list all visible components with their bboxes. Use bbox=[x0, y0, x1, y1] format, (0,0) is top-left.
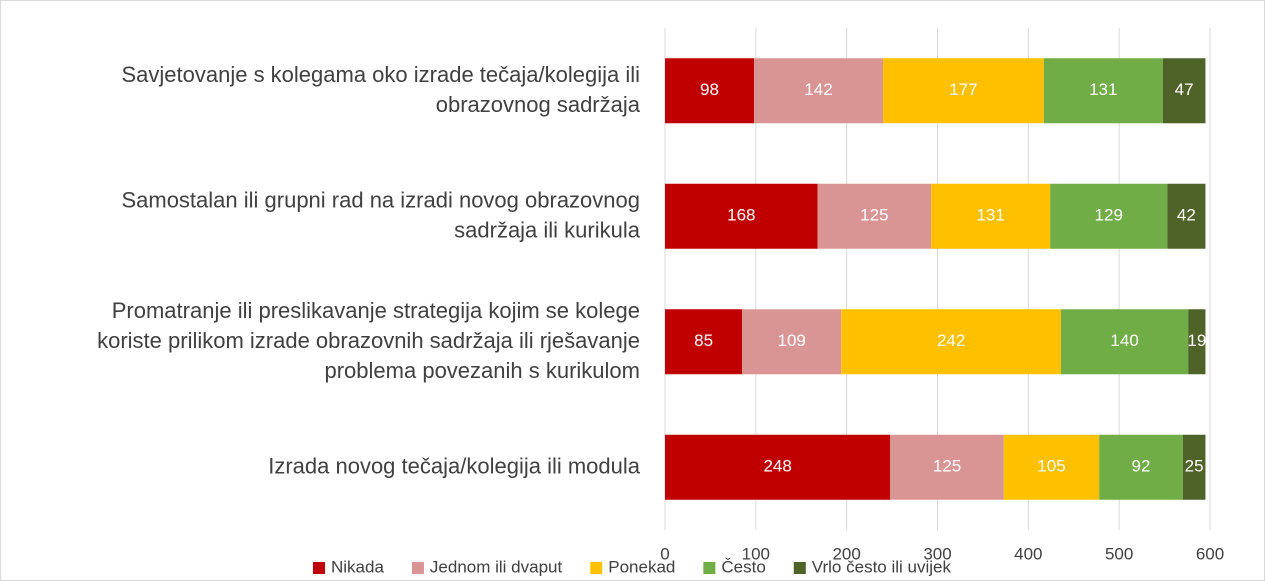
data-label: 140 bbox=[1110, 331, 1138, 350]
data-label: 47 bbox=[1175, 80, 1194, 99]
legend-swatch bbox=[703, 562, 716, 574]
bar-segment bbox=[665, 58, 755, 124]
legend-swatch bbox=[411, 562, 424, 574]
bar-segment bbox=[1003, 434, 1100, 500]
bar-segment bbox=[1182, 434, 1206, 500]
data-label: 142 bbox=[804, 80, 832, 99]
bar-segment bbox=[1050, 183, 1168, 249]
bar-segment bbox=[931, 183, 1051, 249]
x-tick-label: 100 bbox=[742, 544, 770, 563]
data-label: 125 bbox=[860, 206, 888, 225]
bar-segment bbox=[1188, 309, 1206, 375]
legend-swatch bbox=[590, 562, 603, 574]
bar-segment bbox=[883, 58, 1044, 124]
bar-segment bbox=[1162, 58, 1206, 124]
category-label: Samostalan ili grupni rad na izradi novo… bbox=[121, 187, 640, 242]
legend-label: Nikada bbox=[331, 557, 384, 576]
bar-segment bbox=[754, 58, 883, 124]
x-tick-label: 0 bbox=[660, 544, 669, 563]
x-tick-label: 300 bbox=[923, 544, 951, 563]
bar-segment bbox=[890, 434, 1004, 500]
bar-segment bbox=[1061, 309, 1189, 375]
bar-segment bbox=[1167, 183, 1206, 249]
bar-segment bbox=[1043, 58, 1163, 124]
data-label: 125 bbox=[933, 457, 961, 476]
category-label: Izrada novog tečaja/kolegija ili modula bbox=[268, 453, 641, 478]
data-label: 92 bbox=[1132, 457, 1151, 476]
data-label: 19 bbox=[1187, 331, 1206, 350]
data-label: 42 bbox=[1177, 206, 1196, 225]
x-tick-label: 200 bbox=[832, 544, 860, 563]
data-label: 105 bbox=[1037, 457, 1065, 476]
bar-segment bbox=[1099, 434, 1183, 500]
legend-label: Jednom ili dvaput bbox=[430, 557, 563, 576]
data-label: 131 bbox=[976, 206, 1004, 225]
bar-segment bbox=[665, 434, 891, 500]
x-tick-label: 400 bbox=[1014, 544, 1042, 563]
legend-label: Često bbox=[721, 557, 765, 576]
data-label: 98 bbox=[700, 80, 719, 99]
bar-segment bbox=[841, 309, 1062, 375]
bar-segment bbox=[665, 309, 743, 375]
data-label: 248 bbox=[763, 457, 791, 476]
data-label: 242 bbox=[937, 331, 965, 350]
legend-label: Ponekad bbox=[608, 557, 675, 576]
data-label: 177 bbox=[949, 80, 977, 99]
bar-segment bbox=[665, 183, 818, 249]
legend: Nikada Jednom ili dvaput Ponekad Često Vrlo … bbox=[313, 557, 951, 576]
x-tick-label: 500 bbox=[1105, 544, 1133, 563]
bar-segment bbox=[742, 309, 842, 375]
data-label: 85 bbox=[694, 331, 713, 350]
x-tick-label: 600 bbox=[1196, 544, 1224, 563]
data-label: 131 bbox=[1089, 80, 1117, 99]
bar-segment bbox=[817, 183, 932, 249]
category-label: Promatranje ili preslikavanje strategija… bbox=[97, 298, 640, 383]
data-label: 168 bbox=[727, 206, 755, 225]
category-label: Savjetovanje s kolegama oko izrade tečaj… bbox=[121, 62, 640, 117]
data-label: 25 bbox=[1185, 457, 1204, 476]
legend-swatch bbox=[793, 562, 806, 574]
data-label: 129 bbox=[1095, 206, 1123, 225]
legend-swatch bbox=[313, 562, 326, 574]
data-label: 109 bbox=[778, 331, 806, 350]
legend-label: Vrlo često ili uvijek bbox=[812, 557, 952, 576]
